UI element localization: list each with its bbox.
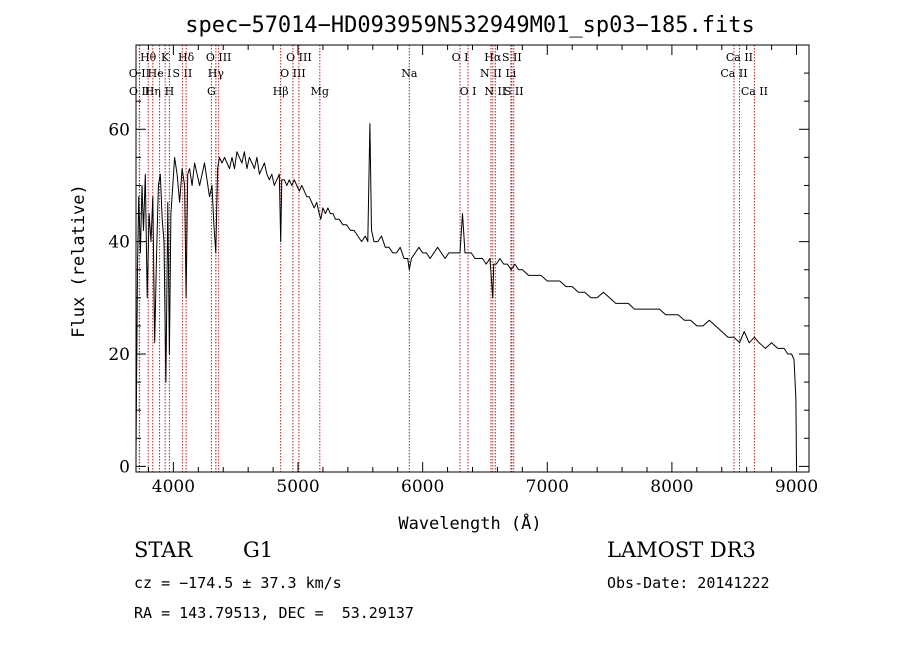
y-tick-label: 0 <box>119 457 130 477</box>
spectrum-series <box>135 123 797 467</box>
spectral-line-label: K <box>161 51 170 64</box>
spectral-line-label: Li <box>505 67 516 80</box>
spectral-line-label: Hη <box>145 85 161 98</box>
x-tick-label: 5000 <box>276 477 319 497</box>
plot-frame <box>135 44 810 473</box>
redshift-text: cz = −174.5 ± 37.3 km/s <box>134 574 342 592</box>
x-tick-label: 6000 <box>401 477 444 497</box>
x-tick-label: 4000 <box>152 477 195 497</box>
x-tick-label: 9000 <box>775 477 818 497</box>
spectral-line-label: S II <box>172 67 192 80</box>
spectrum-chart: spec−57014−HD093959N532949M01_sp03−185.f… <box>69 13 818 534</box>
survey-name: LAMOST DR3 <box>607 538 756 562</box>
spectral-line-label: Mg <box>311 85 329 98</box>
spectral-line-label: Ca II <box>720 67 747 80</box>
spectral-line-label: Hβ <box>273 85 289 98</box>
spectral-line-label: S II <box>504 85 524 98</box>
x-axis-label: Wavelength (Å) <box>398 512 541 534</box>
spectral-line-label: Hγ <box>208 67 225 80</box>
spectral-line-label: He I <box>148 67 172 80</box>
spectral-line-label: O II <box>129 85 150 98</box>
spectral-line-label: N II <box>480 67 502 80</box>
spectral-line-label: O III <box>286 51 312 64</box>
object-class: STAR <box>134 538 193 562</box>
y-tick-label: 60 <box>108 120 130 140</box>
spectral-line-label: Ca II <box>741 85 768 98</box>
spectral-line-label: O III <box>206 51 232 64</box>
spectral-line-label: Hα <box>484 51 502 64</box>
object-subclass: G1 <box>243 538 274 562</box>
spectral-line-label: O III <box>280 67 306 80</box>
spectrum-line <box>135 123 797 467</box>
spectral-line-label: Hθ <box>140 51 157 64</box>
spectral-line-label: G <box>207 85 216 98</box>
spectral-line-label: H <box>165 85 175 98</box>
obs-date: Obs-Date: 20141222 <box>607 574 770 592</box>
spectral-line-label: O I <box>460 85 477 98</box>
chart-title: spec−57014−HD093959N532949M01_sp03−185.f… <box>185 13 755 38</box>
y-tick-label: 20 <box>108 345 130 365</box>
spectral-line-label: O I <box>452 51 469 64</box>
spectral-line-label: Ca II <box>726 51 753 64</box>
axis-ticks: 4000 5000 6000 7000 8000 9000 0 20 40 60 <box>108 45 818 497</box>
spectral-line-label: Hδ <box>178 51 195 64</box>
x-tick-label: 8000 <box>650 477 693 497</box>
y-tick-label: 40 <box>108 233 130 253</box>
spectral-line-label: S II <box>502 51 522 64</box>
y-axis-label: Flux (relative) <box>69 184 89 338</box>
coordinates-text: RA = 143.79513, DEC = 53.29137 <box>134 604 414 622</box>
spectral-line-label: N II <box>484 85 506 98</box>
spectral-line-label: Na <box>401 67 418 80</box>
x-tick-label: 7000 <box>526 477 569 497</box>
